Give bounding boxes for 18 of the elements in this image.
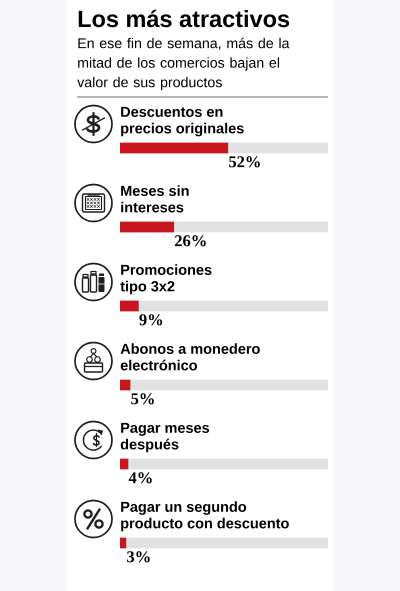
y-tick-label: Meses sin intereses <box>121 185 189 212</box>
y-tick-label: Pagar meses después <box>120 422 210 452</box>
y-tick-label: Promociones tipo 3x2 <box>120 264 212 294</box>
bar <box>120 380 130 390</box>
data-label: 26% <box>174 235 206 246</box>
y-tick-label: Descuentos en precios originales <box>121 106 244 136</box>
data-label: 9% <box>139 314 162 326</box>
bar <box>120 300 139 312</box>
chart-title: Los más atractivos <box>78 10 290 28</box>
data-label: 4% <box>128 472 152 484</box>
data-label: 5% <box>131 393 154 404</box>
y-tick-label: Pagar un segundo producto con descuento <box>121 501 289 532</box>
bar <box>120 458 128 470</box>
data-label: 52% <box>229 156 260 168</box>
chart-subtitle: En ese fin de semana, más de la mitad de los comercios bajan el valor de sus productos <box>77 38 290 90</box>
bar <box>120 538 126 548</box>
y-tick-label: Abonos a monedero electrónico <box>120 343 260 370</box>
data-label: 3% <box>127 551 150 562</box>
